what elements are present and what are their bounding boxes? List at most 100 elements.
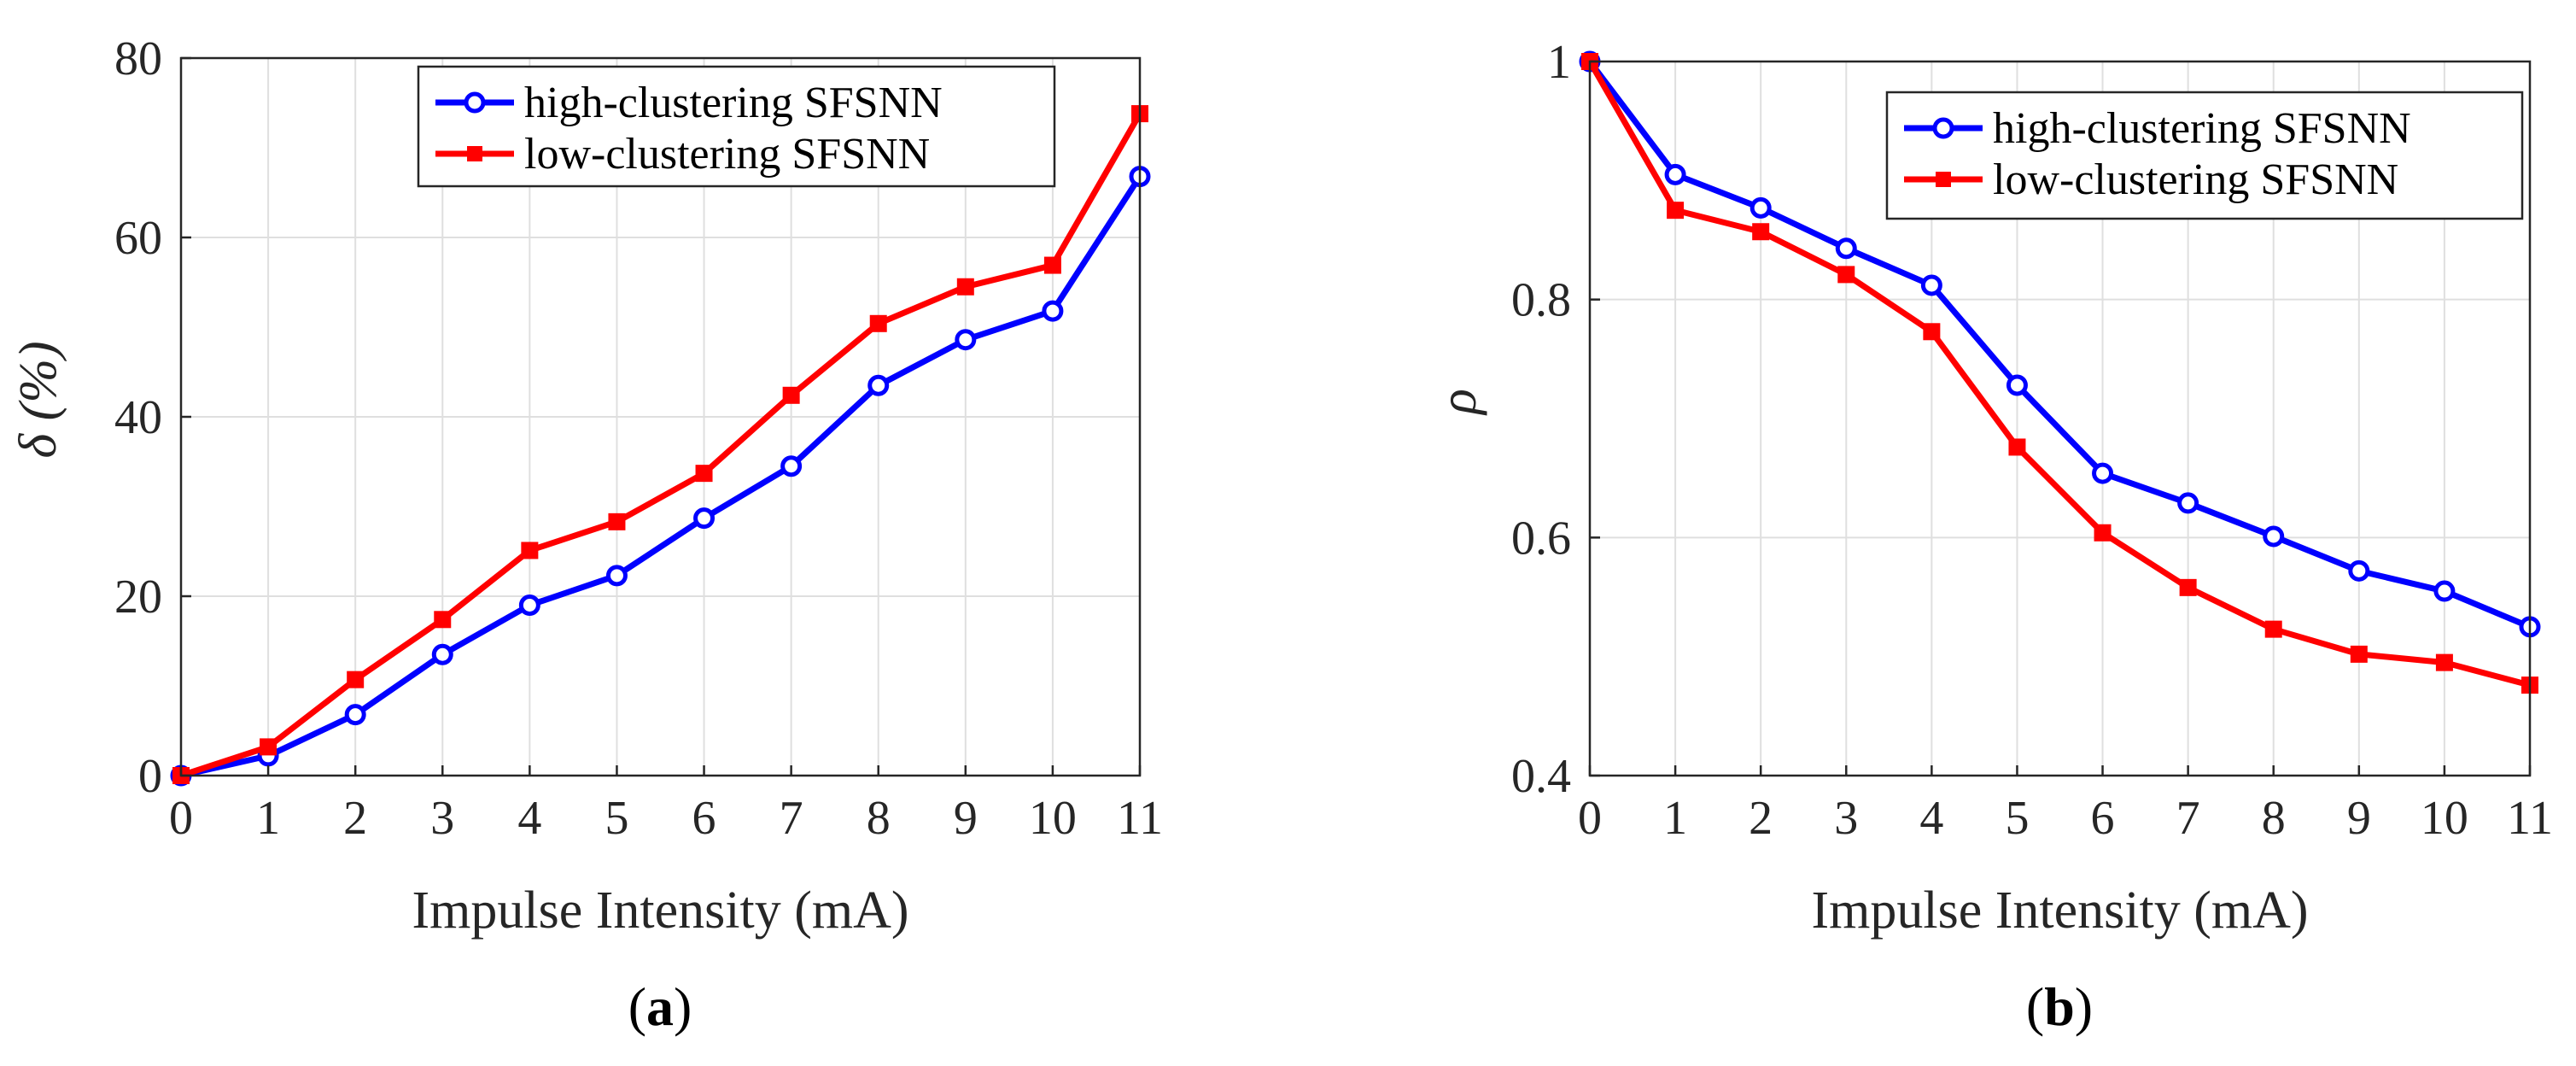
x-tick-label-b: 3 [1834,792,1858,845]
data-point-a-2 [869,314,887,332]
data-point-b-2 [1837,266,1855,284]
x-tick-label-b: 5 [2005,792,2029,845]
x-tick-label-a: 4 [517,792,541,845]
x-tick-label-a: 8 [867,792,891,845]
x-tick-label-b: 1 [1663,792,1687,845]
legend-box-a [417,65,1056,188]
legend-label-b-2: low-clustering SFSNN [1993,155,2398,204]
x-axis-label-b: Impulse Intensity (mA) [1811,882,2308,940]
legend-marker-a-2 [467,146,482,161]
data-point-a-2 [782,386,800,404]
data-point-a-2 [956,278,974,296]
x-tick-label-a: 11 [1117,792,1163,845]
data-point-a-1 [1042,300,1064,322]
legend-box-b [1885,91,2524,220]
data-point-b-2 [2264,620,2282,638]
data-point-b-2 [1667,202,1685,220]
x-tick-label-b: 8 [2262,792,2286,845]
data-point-a-2 [695,465,713,483]
chart-panel-a: 0 1 2 3 4 5 6 7 8 9 10 11 0 20 40 60 80 Impulse Intensit… [9,32,1163,1037]
series-line-a-1 [180,174,1142,779]
data-point-a-1 [693,507,716,530]
series-a [170,105,1151,787]
legend-marker-b-1 [1932,117,1954,139]
y-tick-label-a: 0 [138,750,162,803]
panel-label-a: a [646,976,674,1037]
x-axis-label-a: Impulse Intensity (mA) [412,882,908,940]
data-point-b-1 [2263,525,2285,548]
data-point-b-1 [2006,374,2028,396]
x-tick-label-a: 0 [169,792,193,845]
data-point-b-1 [1749,196,1772,219]
data-point-a-1 [867,374,890,396]
data-point-b-2 [2008,438,2026,456]
y-tick-label-b: 0.4 [1511,750,1571,803]
x-tick-label-a: 7 [780,792,803,845]
panel-caption-b: (b) [2026,976,2093,1037]
data-point-a-1 [605,565,628,587]
series-line-a-2 [179,112,1143,779]
panel-caption-a: (a) [628,976,692,1037]
y-tick-label-b: 0.6 [1511,512,1571,565]
x-tick-label-b: 11 [2507,792,2553,845]
data-point-b-1 [2177,492,2199,514]
y-tick-label-a: 20 [114,571,162,624]
y-tick-label-a: 60 [114,212,162,265]
legend-label-a-2: low-clustering SFSNN [524,130,930,179]
x-tick-label-a: 3 [430,792,454,845]
y-tick-label-b: 1 [1547,36,1571,89]
data-point-a-2 [521,542,539,559]
plot-frame-b [1588,60,2532,777]
x-tick-label-b: 2 [1749,792,1773,845]
data-point-b-1 [1920,274,1942,296]
x-tick-label-b: 9 [2347,792,2371,845]
chart-panel-b: 0 1 2 3 4 5 6 7 8 9 10 11 0.4 0.6 0.8 1 Impulse Intensi… [1429,36,2553,1037]
x-tick-label-a: 1 [256,792,280,845]
data-point-a-1 [955,329,977,351]
y-tick-label-a: 80 [114,32,162,85]
panel-label-b: b [2044,976,2075,1037]
data-point-b-1 [2092,462,2114,484]
data-point-a-1 [344,704,366,726]
series-line-b-1 [1587,59,2532,630]
x-tick-label-b: 7 [2176,792,2200,845]
data-point-b-2 [1923,323,1941,341]
data-point-b-2 [2435,653,2453,671]
y-axis-label-a: δ (%) [9,341,67,458]
data-point-a-2 [1043,256,1061,274]
x-tick-label-a: 5 [605,792,628,845]
x-tick-label-b: 10 [2421,792,2468,845]
data-point-a-1 [518,594,540,616]
legend-marker-b-2 [1936,172,1951,187]
ticks-a: 0 1 2 3 4 5 6 7 8 9 10 11 0 20 40 60 80 [114,32,1163,845]
x-tick-label-b: 6 [2091,792,2115,845]
data-point-a-2 [260,738,277,756]
x-tick-label-a: 9 [954,792,978,845]
y-tick-label-a: 40 [114,391,162,444]
legend-label-b-1: high-clustering SFSNN [1993,104,2411,153]
y-axis-label-b: ρ [1429,389,1487,416]
data-point-b-2 [2179,578,2197,596]
y-tick-label-b: 0.8 [1511,274,1571,327]
data-point-b-2 [1752,223,1770,241]
legend-marker-a-1 [464,91,486,114]
x-tick-label-a: 10 [1029,792,1077,845]
x-tick-label-a: 6 [692,792,716,845]
data-point-b-1 [1835,237,1857,260]
x-tick-label-b: 0 [1578,792,1602,845]
data-point-a-1 [431,643,453,665]
x-tick-label-b: 4 [1919,792,1943,845]
data-point-a-2 [347,671,365,688]
data-point-b-1 [2433,580,2456,602]
data-point-b-1 [1664,163,1686,185]
data-point-b-2 [2094,524,2112,542]
series-line-b-2 [1586,60,2531,688]
x-tick-label-a: 2 [343,792,367,845]
legend-label-a-1: high-clustering SFSNN [524,79,943,127]
data-point-b-2 [2350,645,2368,663]
data-point-b-1 [2348,559,2370,582]
ticks-b: 0 1 2 3 4 5 6 7 8 9 10 11 0.4 0.6 0.8 1 [1511,36,2553,845]
